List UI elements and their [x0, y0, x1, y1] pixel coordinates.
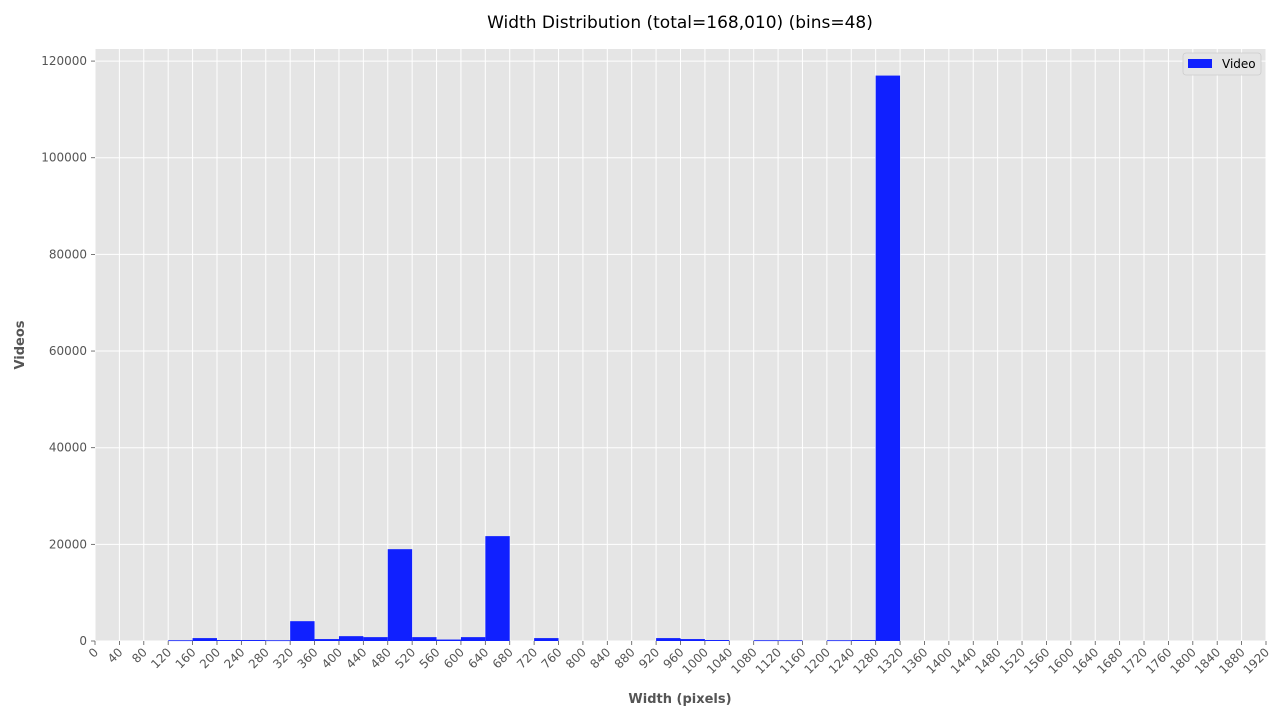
x-tick-label: 1040: [704, 645, 735, 676]
x-tick-label: 1640: [1070, 645, 1101, 676]
x-tick-label: 640: [465, 645, 491, 671]
x-tick-label: 1160: [777, 645, 808, 676]
x-tick-label: 1000: [680, 645, 711, 676]
y-tick-label: 40000: [49, 441, 87, 455]
x-tick-label: 160: [173, 645, 199, 671]
histogram-bar: [314, 639, 339, 641]
x-tick-label: 760: [539, 645, 565, 671]
histogram-bar: [216, 640, 242, 641]
x-tick-label: 1480: [972, 645, 1003, 676]
gridlines: [94, 49, 1267, 642]
histogram-bar: [436, 639, 461, 641]
x-tick-label: 280: [246, 645, 272, 671]
x-tick-label: 560: [417, 645, 443, 671]
histogram-bar: [241, 640, 266, 641]
x-tick-label: 1600: [1045, 645, 1076, 676]
x-tick-label: 1080: [728, 645, 759, 676]
histogram-bar: [363, 637, 388, 641]
x-axis-label: Width (pixels): [628, 692, 731, 707]
histogram-bar: [168, 640, 193, 642]
x-tick-label: 200: [197, 645, 223, 671]
x-tick-label: 1360: [899, 645, 930, 676]
x-tick-label: 720: [514, 645, 540, 671]
x-tick-label: 880: [612, 645, 638, 671]
histogram-bar: [460, 637, 486, 641]
x-tick-label: 1240: [826, 645, 857, 676]
x-tick-label: 1720: [1119, 645, 1150, 676]
x-tick-label: 1800: [1167, 645, 1198, 676]
x-tick-label: 600: [441, 645, 467, 671]
histogram-bar: [851, 640, 876, 641]
x-tick-label: 0: [86, 645, 101, 660]
y-axis-label: Videos: [13, 320, 28, 369]
x-tick-label: 840: [587, 645, 613, 671]
x-tick-label: 1520: [997, 645, 1028, 676]
y-tick-label: 120000: [41, 54, 87, 68]
x-tick-label: 800: [563, 645, 589, 671]
y-tick-label: 60000: [49, 344, 87, 358]
x-tick-label: 520: [392, 645, 418, 671]
histogram-bar: [534, 638, 559, 641]
histogram-bar: [387, 549, 413, 641]
x-tick-label: 440: [343, 645, 369, 671]
legend-box: [1182, 52, 1262, 76]
x-tick-label: 1560: [1021, 645, 1052, 676]
histogram-bar: [485, 536, 510, 641]
y-tick-label: 0: [79, 634, 87, 648]
x-tick-label: 1280: [850, 645, 881, 676]
x-tick-label: 400: [319, 645, 345, 671]
chart-title: Width Distribution (total=168,010) (bins…: [487, 13, 873, 33]
x-tick-label: 1320: [875, 645, 906, 676]
histogram-bar: [680, 639, 705, 641]
legend: Video: [1182, 52, 1262, 76]
x-tick-label: 360: [295, 645, 321, 671]
x-tick-label: 320: [270, 645, 296, 671]
bars: [168, 75, 901, 642]
histogram-bar: [656, 638, 681, 641]
x-tick-label: 1400: [923, 645, 954, 676]
histogram-bar: [826, 640, 852, 642]
histogram-bar: [338, 636, 364, 641]
x-tick-label: 120: [148, 645, 174, 671]
x-tick-label: 240: [221, 645, 247, 671]
x-tick-label: 1680: [1094, 645, 1125, 676]
x-tick-label: 1920: [1241, 645, 1272, 676]
x-tick-label: 1880: [1216, 645, 1247, 676]
x-tick-label: 1200: [801, 645, 832, 676]
histogram-bar: [778, 640, 803, 642]
y-tick-label: 100000: [41, 151, 87, 165]
x-tick-label: 480: [368, 645, 394, 671]
x-tick-label: 80: [129, 645, 150, 666]
x-tick-label: 1120: [753, 645, 784, 676]
x-axis-ticks: 0 40 8012016020024028032036040044048052056…: [86, 641, 1272, 677]
histogram-bar: [192, 638, 217, 641]
y-tick-label: 80000: [49, 247, 87, 261]
x-tick-label: 920: [636, 645, 662, 671]
x-tick-label: 680: [490, 645, 516, 671]
x-tick-label: 1440: [948, 645, 979, 676]
histogram-bar: [290, 621, 315, 641]
x-tick-label: 40: [105, 645, 126, 666]
legend-swatch: [1188, 59, 1212, 68]
x-tick-label: 1840: [1192, 645, 1223, 676]
histogram-bar: [265, 640, 291, 642]
legend-label: Video: [1222, 57, 1256, 71]
x-tick-label: 1760: [1143, 645, 1174, 676]
y-tick-label: 20000: [49, 537, 87, 551]
histogram-bar: [412, 637, 437, 641]
histogram-bar: [704, 640, 730, 641]
histogram-bar: [753, 640, 779, 642]
y-axis-ticks: 0 20000 40000 60000 80000 100000 120000: [41, 54, 95, 648]
histogram-bar: [875, 75, 901, 641]
